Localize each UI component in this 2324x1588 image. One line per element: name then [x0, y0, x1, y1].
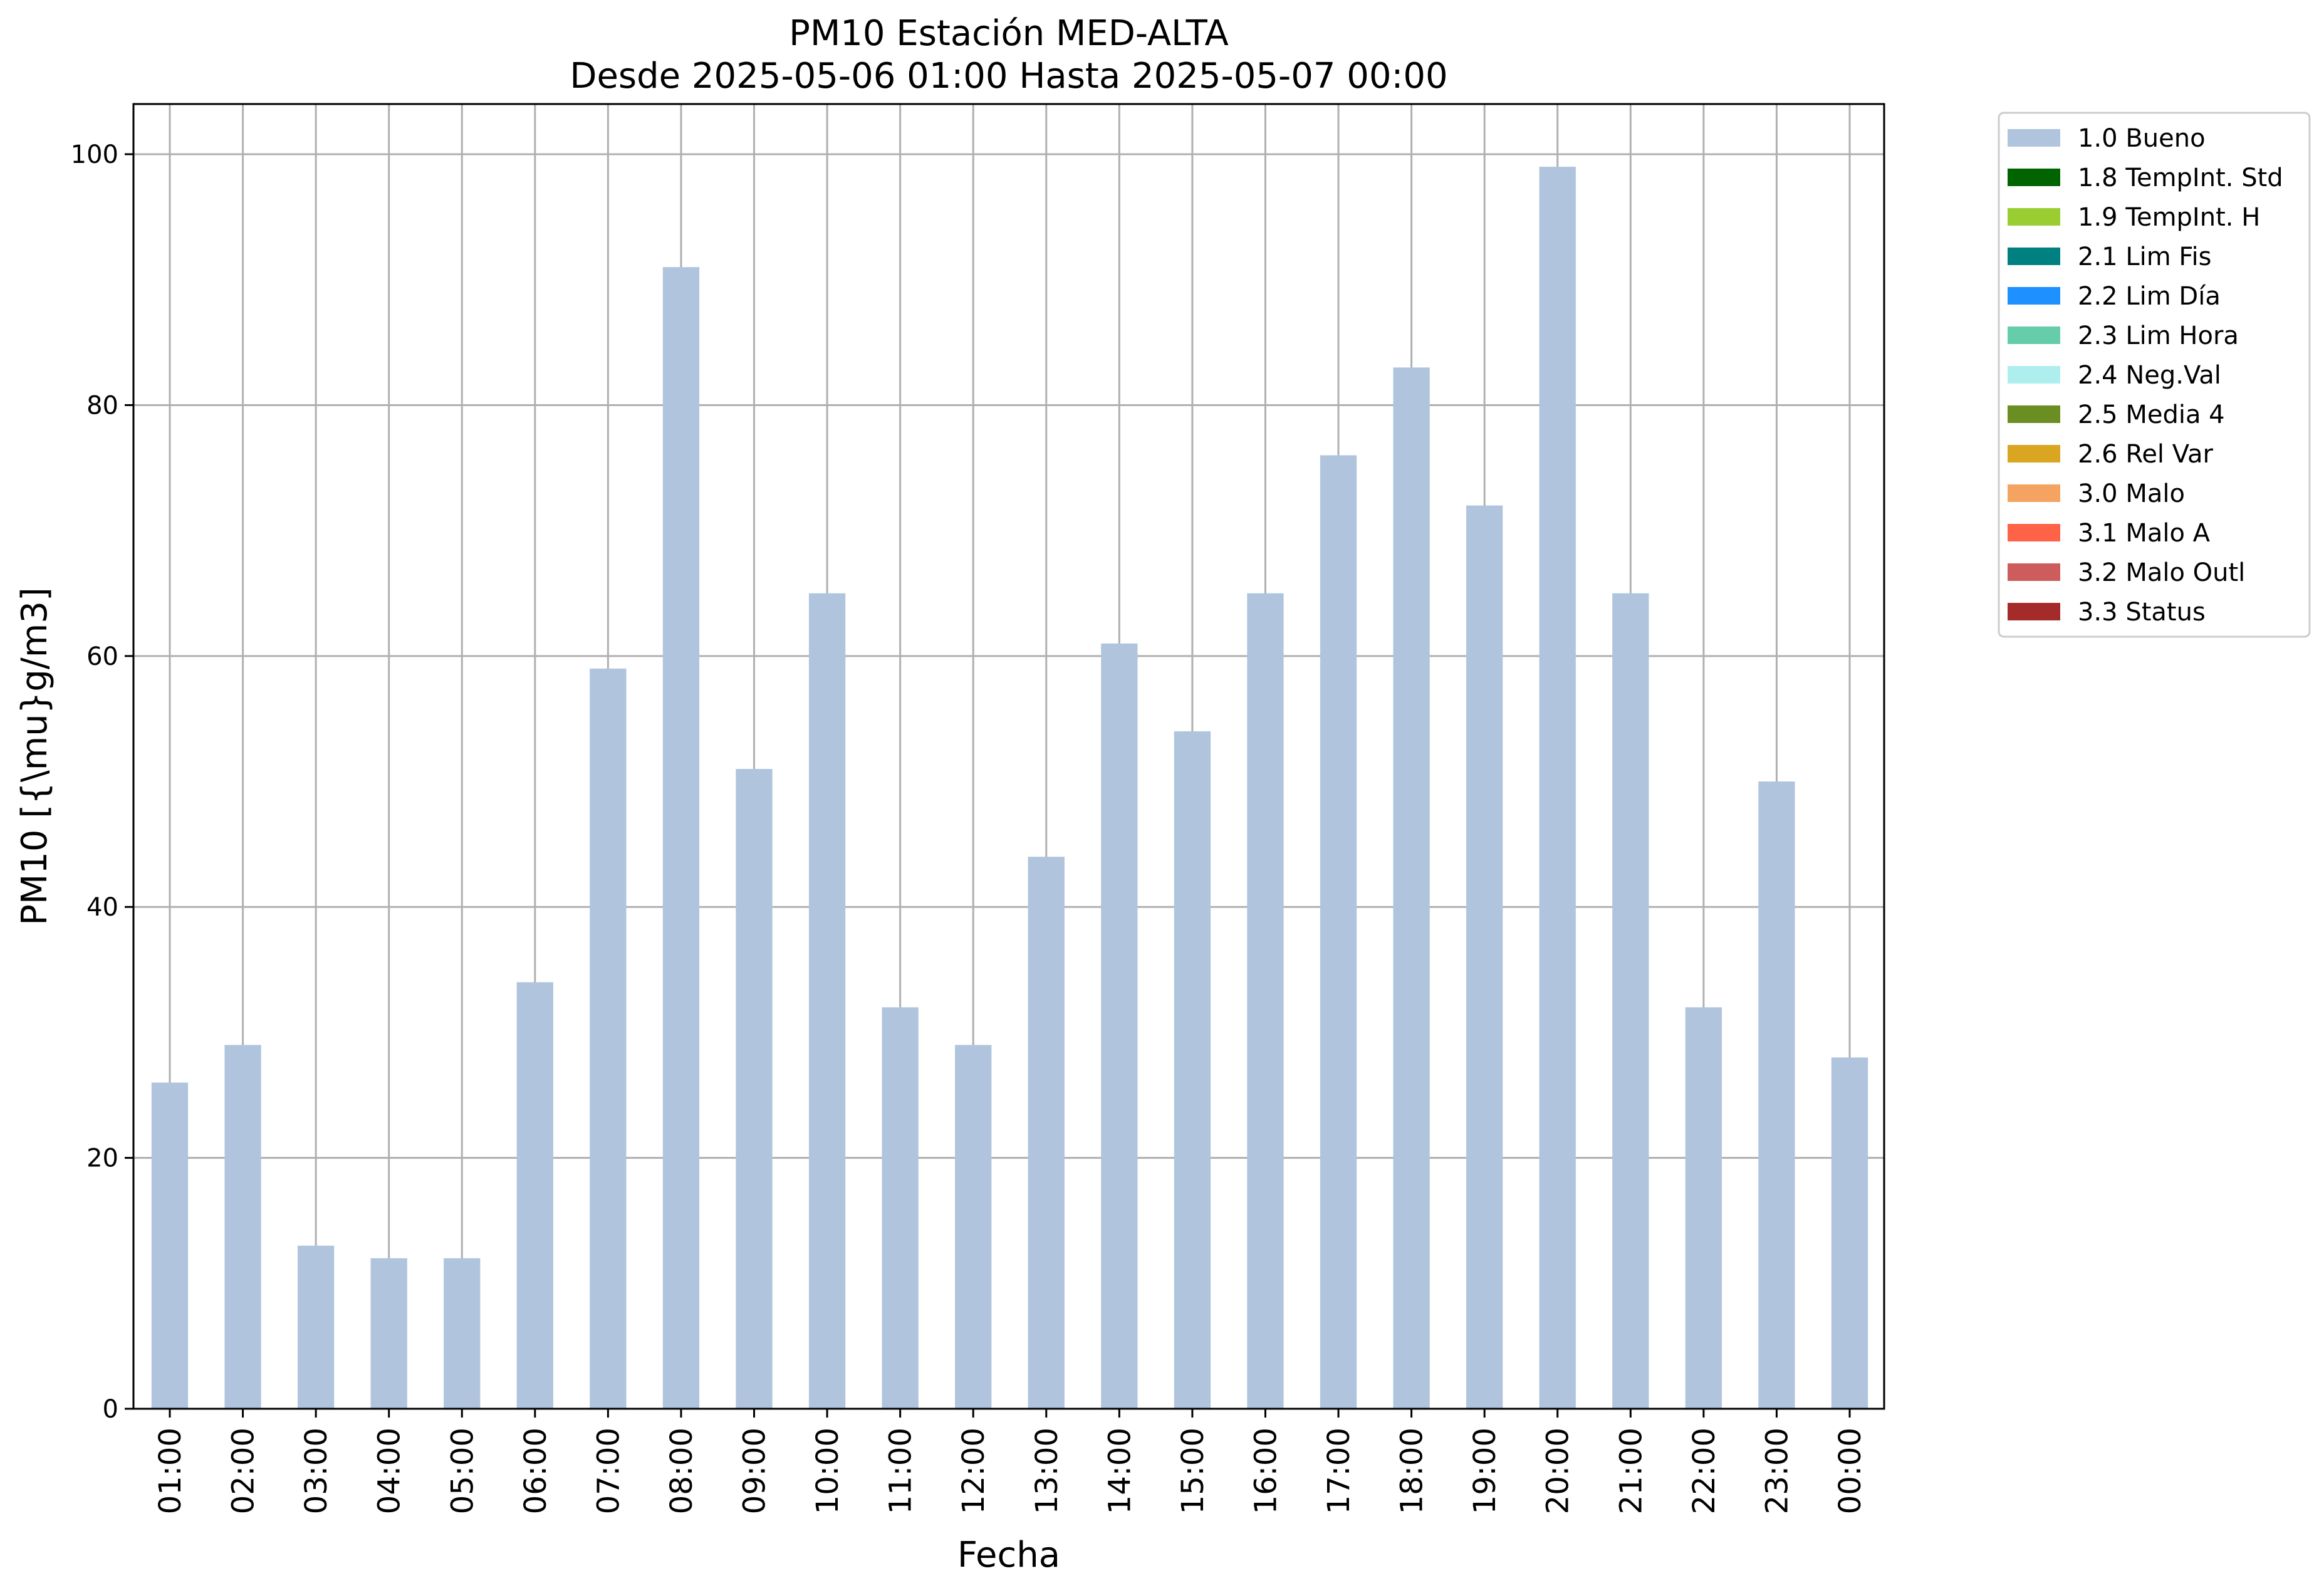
legend-swatch: [2008, 524, 2060, 541]
x-tick-label: 12:00: [956, 1428, 991, 1514]
x-tick-label: 00:00: [1833, 1428, 1868, 1514]
x-tick-label: 16:00: [1248, 1428, 1283, 1514]
x-tick-label: 03:00: [299, 1428, 334, 1514]
bar: [1685, 1007, 1722, 1409]
x-axis-label: Fecha: [957, 1535, 1060, 1575]
legend-frame: [1998, 112, 2311, 638]
bars: [151, 167, 1868, 1409]
bar: [297, 1245, 335, 1409]
legend-swatch: [2008, 563, 2060, 581]
legend-swatch: [2008, 366, 2060, 384]
bar: [444, 1258, 481, 1409]
x-tick-label: 04:00: [372, 1428, 407, 1514]
bar: [1758, 781, 1795, 1409]
x-tick-label: 08:00: [664, 1428, 699, 1514]
bar: [1101, 643, 1138, 1409]
y-tick-label: 100: [71, 140, 118, 169]
bar: [590, 668, 627, 1409]
legend-swatch: [2008, 445, 2060, 462]
legend-swatch: [2008, 169, 2060, 186]
chart-title: PM10 Estación MED-ALTA: [789, 13, 1229, 54]
legend-label: 2.3 Lim Hora: [2078, 321, 2239, 350]
bar: [882, 1007, 919, 1409]
x-tick-label: 19:00: [1467, 1428, 1503, 1514]
bar: [224, 1045, 261, 1409]
x-tick-label: 18:00: [1395, 1428, 1430, 1514]
y-tick-label: 20: [86, 1144, 118, 1173]
x-tick-label: 05:00: [445, 1428, 480, 1514]
legend-swatch: [2008, 326, 2060, 344]
plot-frame: [132, 103, 1885, 1410]
legend-label: 2.2 Lim Día: [2078, 282, 2221, 311]
x-tick-label: 17:00: [1321, 1428, 1357, 1514]
legend-swatch: [2008, 248, 2060, 265]
x-tick-label: 07:00: [591, 1428, 626, 1514]
y-tick-label: 0: [103, 1395, 118, 1424]
x-tick-label: 02:00: [226, 1428, 261, 1514]
bar: [151, 1082, 189, 1409]
bar: [1174, 731, 1211, 1409]
x-axis: 01:00 02:00 03:00 04:00 05:00 06:00 07:00 08:00…: [153, 1409, 1868, 1514]
x-tick-label: 13:00: [1029, 1428, 1065, 1514]
x-tick-label: 23:00: [1759, 1428, 1795, 1514]
bar: [1247, 593, 1284, 1409]
x-tick-label: 20:00: [1541, 1428, 1576, 1514]
y-axis-label: PM10 [{\mu}g/m3]: [14, 587, 55, 926]
chart-subtitle: Desde 2025-05-06 01:00 Hasta 2025-05-07 …: [570, 56, 1447, 97]
x-tick-label: 14:00: [1102, 1428, 1137, 1514]
bar: [1466, 505, 1503, 1409]
x-tick-label: 06:00: [518, 1428, 553, 1514]
y-tick-label: 40: [86, 893, 118, 922]
bar: [736, 769, 773, 1409]
legend-label: 3.1 Malo A: [2078, 519, 2211, 548]
legend-label: 3.2 Malo Outl: [2078, 558, 2245, 587]
bar: [1612, 593, 1649, 1409]
legend-label: 1.9 TempInt. H: [2078, 203, 2260, 232]
legend-swatch: [2008, 405, 2060, 423]
x-tick-label: 10:00: [810, 1428, 845, 1514]
legend-label: 2.4 Neg.Val: [2078, 361, 2221, 390]
y-tick-label: 80: [86, 391, 118, 420]
bar: [1831, 1057, 1868, 1409]
bar: [1393, 367, 1430, 1409]
legend-label: 1.0 Bueno: [2078, 124, 2206, 153]
legend-label: 2.6 Rel Var: [2078, 440, 2214, 469]
bar: [1320, 455, 1357, 1409]
legend-label: 3.3 Status: [2078, 598, 2206, 627]
x-tick-label: 15:00: [1175, 1428, 1211, 1514]
legend-label: 1.8 TempInt. Std: [2078, 164, 2283, 192]
y-axis: 0 20 40 60 80 100: [71, 140, 133, 1424]
bar: [516, 982, 553, 1409]
legend: 1.0 Bueno 1.8 TempInt. Std 1.9 TempInt. H 2…: [1998, 112, 2311, 638]
legend-label: 2.1 Lim Fis: [2078, 243, 2211, 271]
bar: [955, 1045, 992, 1409]
legend-label: 3.0 Malo: [2078, 479, 2185, 508]
x-tick-label: 01:00: [153, 1428, 188, 1514]
bar: [1539, 167, 1576, 1409]
bar: [1028, 857, 1065, 1409]
legend-swatch: [2008, 287, 2060, 305]
legend-swatch: [2008, 208, 2060, 226]
legend-swatch: [2008, 484, 2060, 502]
y-tick-label: 60: [86, 642, 118, 671]
legend-label: 2.5 Media 4: [2078, 400, 2225, 429]
x-tick-label: 11:00: [883, 1428, 919, 1514]
bar: [662, 267, 700, 1409]
x-tick-label: 22:00: [1687, 1428, 1722, 1514]
x-tick-label: 09:00: [737, 1428, 773, 1514]
legend-swatch: [2008, 129, 2060, 147]
x-tick-label: 21:00: [1613, 1428, 1649, 1514]
bar: [808, 593, 846, 1409]
bar: [370, 1258, 407, 1409]
legend-swatch: [2008, 603, 2060, 620]
